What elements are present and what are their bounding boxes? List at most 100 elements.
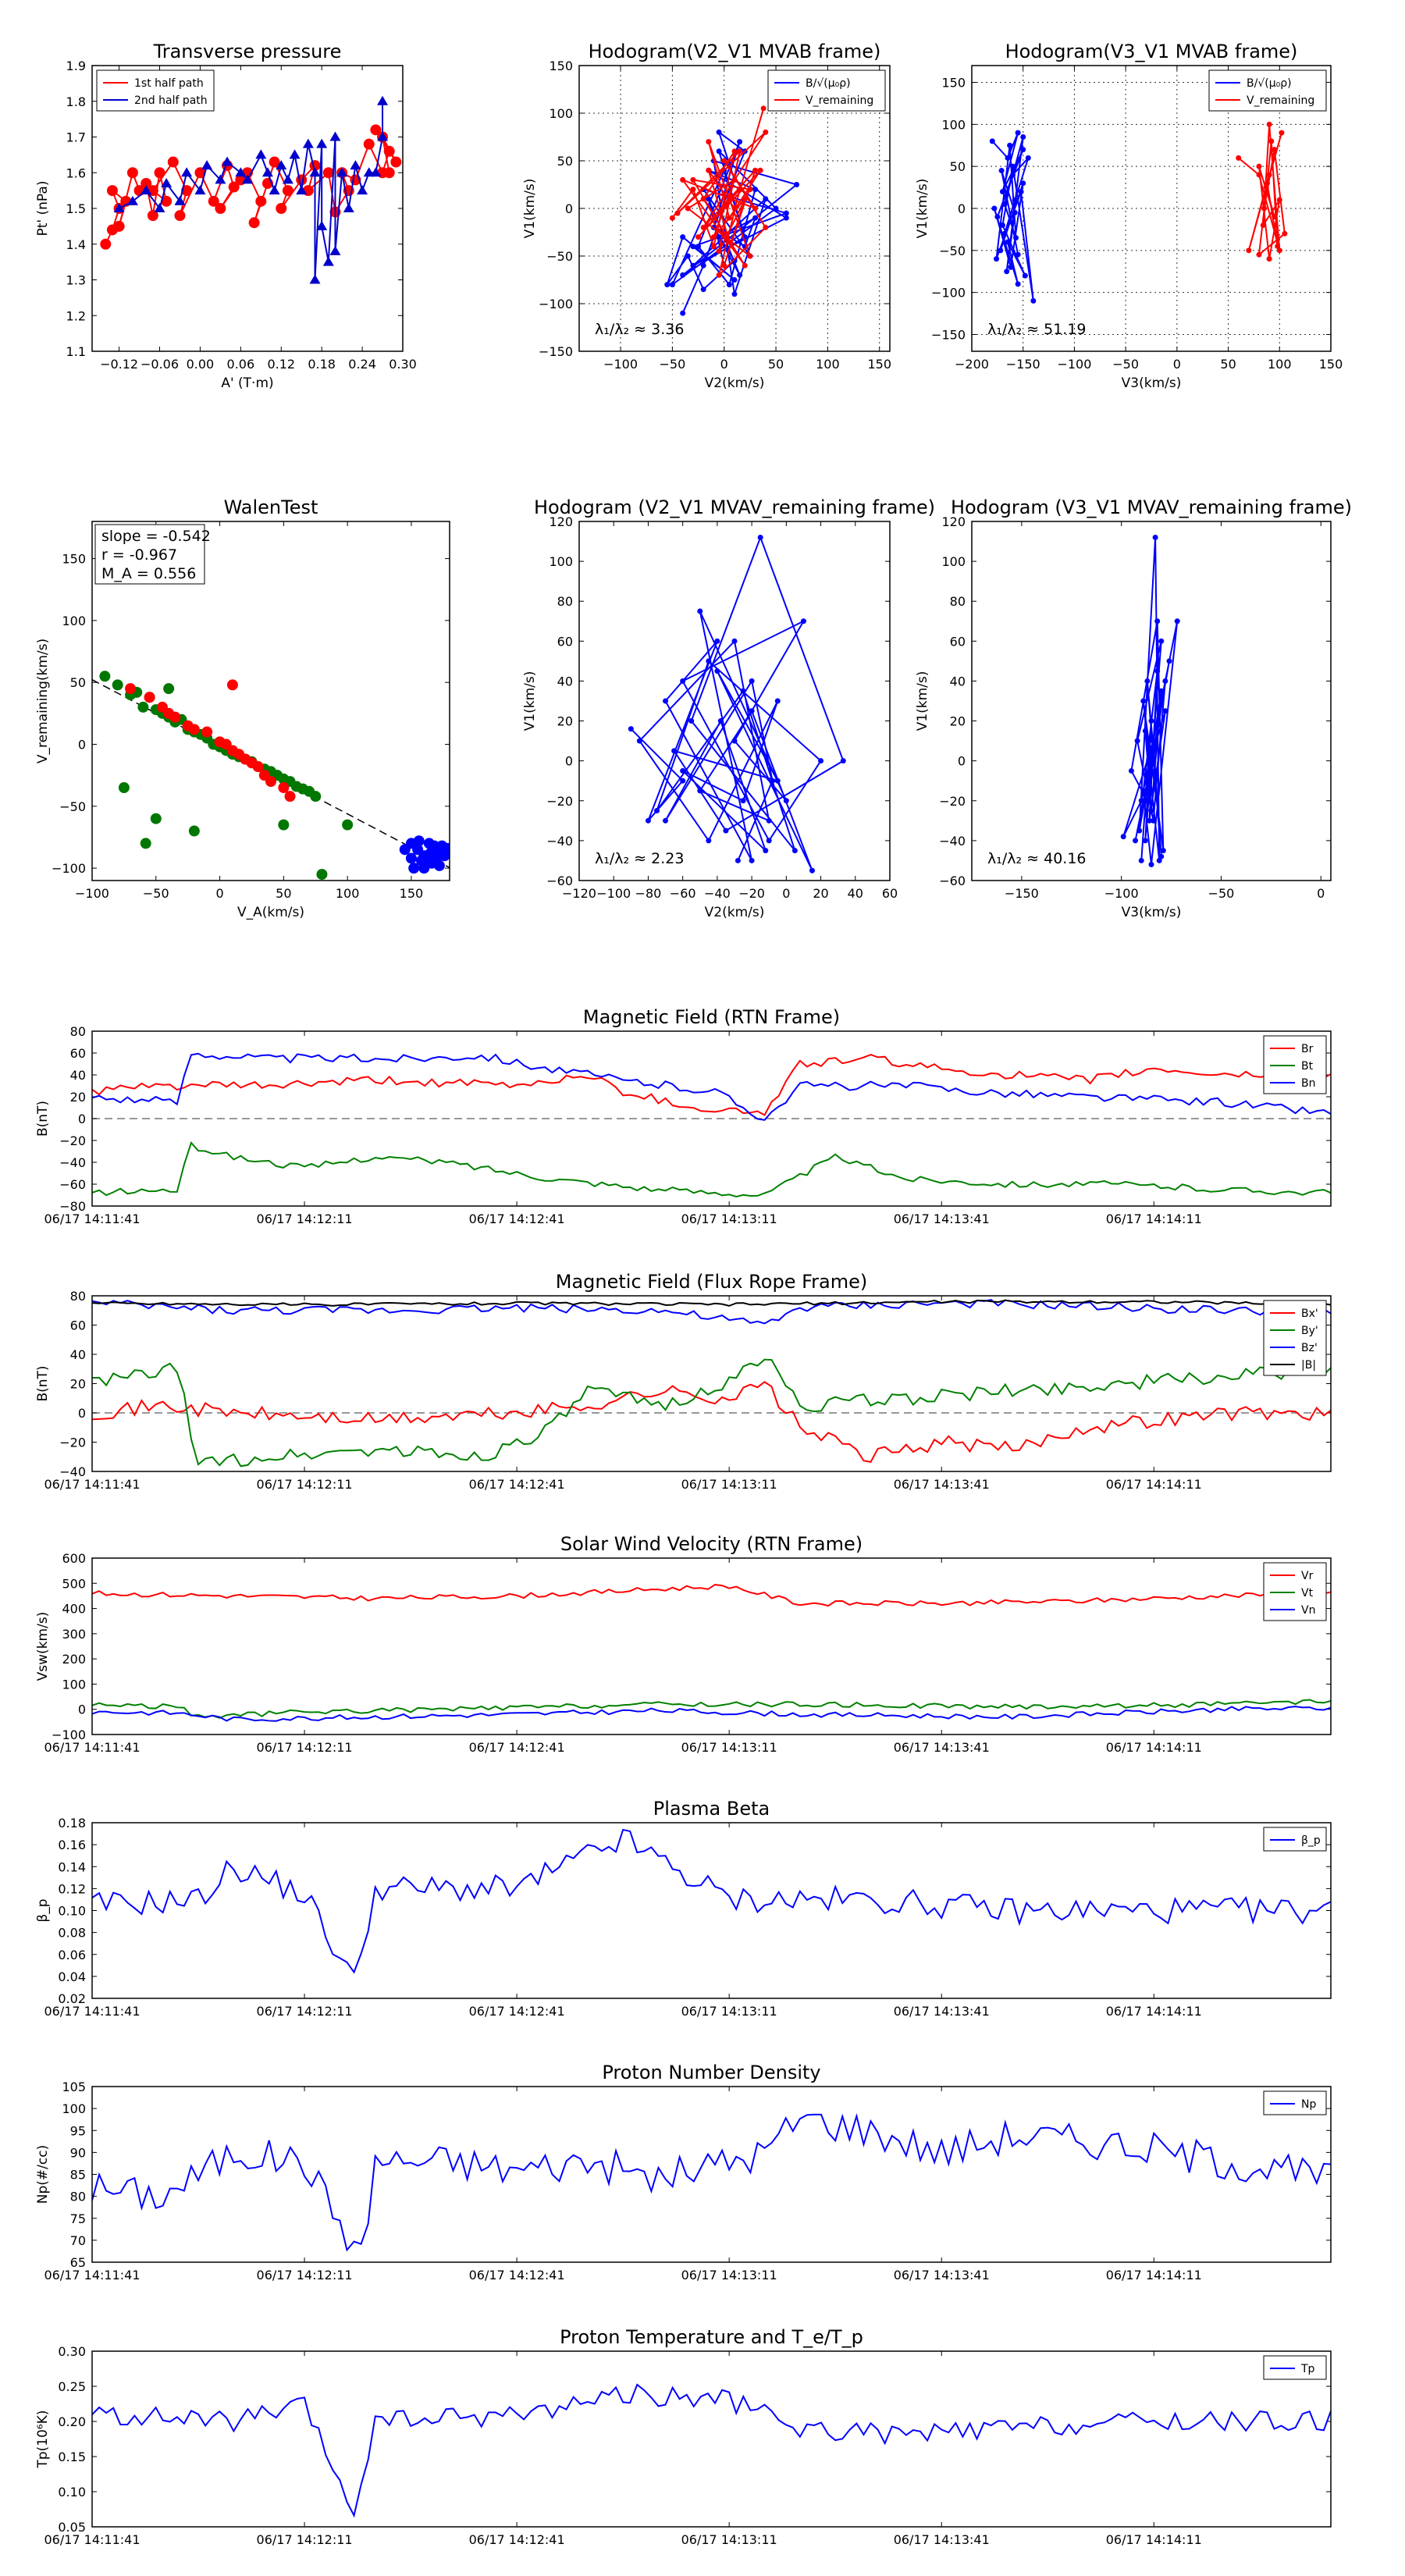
data-point — [794, 182, 800, 187]
x-tick-label: 100 — [1268, 357, 1292, 372]
y-tick-label: 150 — [549, 59, 573, 73]
data-point — [840, 758, 846, 764]
data-point — [714, 668, 720, 674]
data-point — [700, 262, 706, 269]
y-tick-label: 1.3 — [66, 273, 86, 288]
legend-label: Bn — [1301, 1077, 1315, 1090]
data-point — [1015, 251, 1021, 258]
y-tick-label: 100 — [62, 614, 86, 628]
ratio-annotation: λ₁/λ₂ ≈ 51.19 — [987, 321, 1087, 338]
y-tick-label: 600 — [62, 1551, 86, 1566]
data-point — [284, 791, 296, 802]
data-point — [215, 203, 226, 214]
y-tick-label: 0.05 — [58, 2520, 86, 2535]
legend-label: 1st half path — [134, 77, 204, 90]
data-point — [112, 679, 123, 691]
x-tick-label: −50 — [143, 886, 169, 901]
y-tick-label: 0.10 — [58, 2485, 86, 2500]
data-point — [1148, 862, 1154, 868]
y-tick-label: 50 — [70, 675, 86, 690]
data-point — [731, 277, 738, 283]
plot-frame — [91, 1030, 1332, 1207]
data-point — [309, 167, 321, 177]
legend-label: By' — [1301, 1325, 1318, 1337]
x-axis-label: V3(km/s) — [1122, 905, 1182, 920]
y-tick-label: 100 — [941, 554, 966, 569]
plot-area — [92, 1584, 1331, 1722]
data-point — [716, 234, 722, 240]
x-tick-label: −50 — [1112, 357, 1139, 372]
x-tick-label: −60 — [670, 886, 696, 901]
y-tick-label: 0 — [78, 1112, 86, 1126]
data-point — [1010, 172, 1016, 178]
data-point — [1282, 230, 1288, 237]
data-point — [1142, 728, 1148, 734]
data-point — [749, 708, 755, 714]
data-point — [763, 196, 769, 202]
legend-label: Bx' — [1301, 1308, 1318, 1320]
data-point — [669, 215, 675, 221]
series-b — [989, 130, 1037, 304]
data-point — [144, 692, 155, 703]
data-point — [181, 167, 193, 177]
x-tick-label: 06/17 14:13:41 — [894, 1477, 990, 1492]
x-tick-label: 0.06 — [227, 357, 255, 372]
x-tick-label: 06/17 14:14:11 — [1106, 1477, 1202, 1492]
x-tick-label: −120 — [562, 886, 596, 901]
data-point — [752, 187, 759, 193]
y-tick-label: 60 — [70, 1318, 86, 1333]
legend-label: Np — [1301, 2098, 1316, 2111]
data-point — [757, 167, 763, 173]
data-point — [752, 215, 759, 221]
x-tick-label: −100 — [1104, 886, 1139, 901]
plot-frame — [91, 2086, 1332, 2263]
y-tick-label: 0 — [565, 201, 573, 216]
plot-frame — [91, 521, 450, 881]
data-point — [1162, 678, 1168, 684]
x-tick-label: −100 — [603, 357, 638, 372]
data-point — [723, 827, 729, 834]
series-line — [92, 1140, 1331, 1198]
y-tick-label: −40 — [939, 834, 966, 849]
legend-box — [1208, 69, 1327, 112]
data-point — [989, 138, 995, 144]
data-point — [760, 105, 767, 112]
data-point — [370, 124, 382, 136]
x-tick-label: 06/17 14:12:11 — [257, 2532, 353, 2547]
data-point — [716, 148, 722, 155]
x-tick-label: −100 — [75, 886, 109, 901]
data-point — [329, 245, 341, 255]
stats-line: r = -0.967 — [101, 546, 177, 564]
y-axis-label: B(nT) — [35, 1101, 51, 1137]
y-tick-label: 120 — [549, 514, 573, 529]
data-point — [1020, 134, 1026, 140]
data-point — [169, 711, 181, 723]
y-tick-label: 0.10 — [58, 1904, 86, 1919]
data-point — [1264, 180, 1271, 187]
x-tick-label: 06/17 14:14:11 — [1106, 2532, 1202, 2547]
data-point — [174, 210, 186, 222]
data-point — [783, 798, 789, 804]
data-point — [717, 718, 724, 724]
plot-area — [92, 1052, 1331, 1198]
data-point — [255, 195, 267, 207]
x-tick-label: 06/17 14:13:41 — [894, 1740, 990, 1755]
data-point — [265, 776, 276, 788]
chart-title: Transverse pressure — [153, 41, 342, 62]
y-tick-label: 120 — [941, 514, 966, 529]
x-tick-label: −150 — [1006, 357, 1040, 372]
x-tick-label: 06/17 14:13:11 — [681, 2004, 777, 2019]
y-tick-label: 80 — [950, 594, 966, 609]
data-point — [194, 167, 206, 179]
y-tick-label: 100 — [549, 106, 573, 121]
y-axis-label: B(nT) — [35, 1365, 51, 1401]
data-point — [208, 195, 219, 207]
x-tick-label: 50 — [276, 886, 291, 901]
data-point — [1158, 688, 1165, 694]
y-axis-label: Np(#/cc) — [35, 2145, 51, 2204]
data-point — [1142, 838, 1148, 844]
series-line — [92, 1828, 1331, 1974]
data-point — [1268, 138, 1275, 144]
data-point — [1008, 264, 1014, 270]
chart-title: Magnetic Field (Flux Rope Frame) — [556, 1271, 867, 1293]
